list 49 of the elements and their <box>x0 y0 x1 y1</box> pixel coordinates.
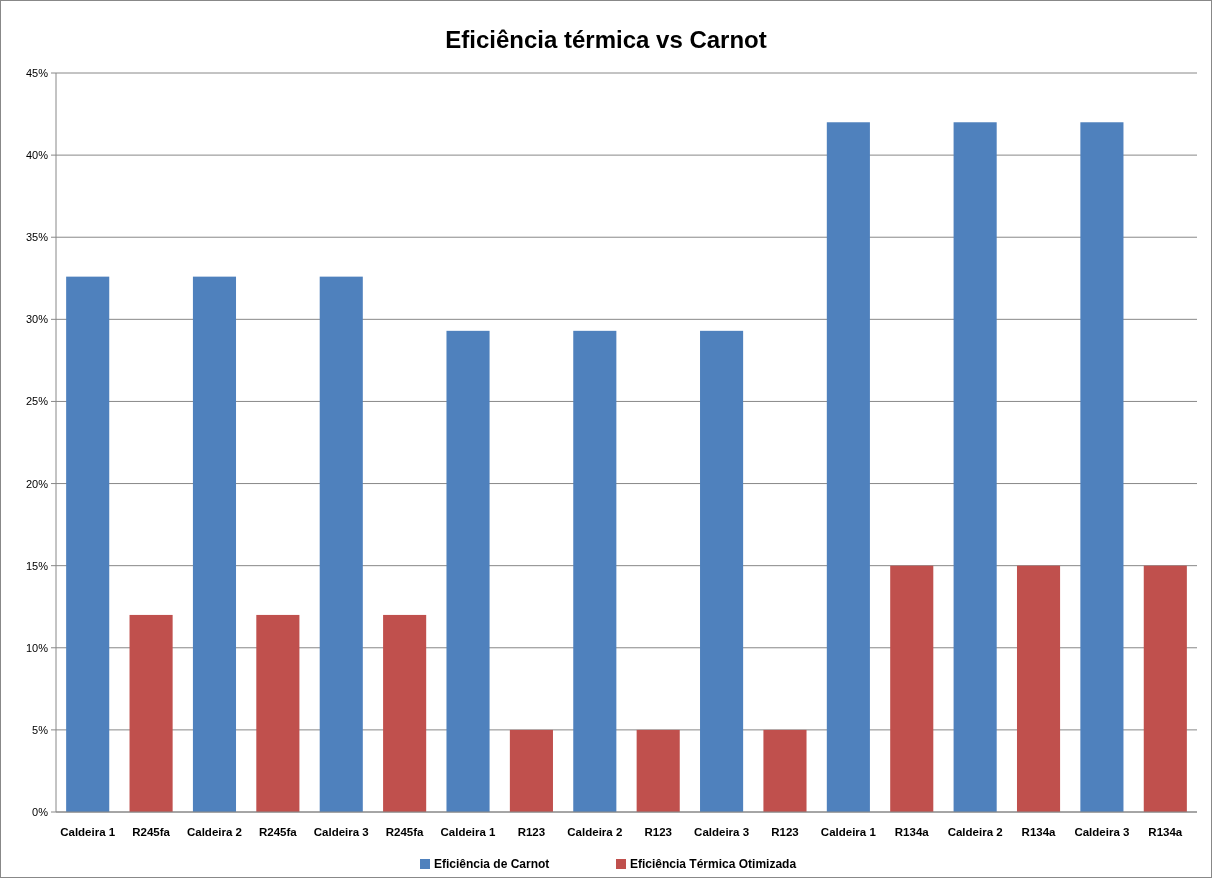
x-tick-label: Caldeira 1 <box>820 826 877 838</box>
bar <box>192 276 237 812</box>
legend-label: Eficiência de Carnot <box>434 857 550 871</box>
x-tick-label: Caldeira 1 <box>60 826 116 838</box>
bar <box>636 729 680 812</box>
bar <box>763 729 807 812</box>
y-tick-label: 5% <box>32 723 49 736</box>
chart-title: Eficiência térmica vs Carnot <box>445 26 767 53</box>
x-tick-label: Caldeira 2 <box>186 826 242 838</box>
x-tick-label: Caldeira 3 <box>313 826 369 838</box>
x-tick-label: R134a <box>894 826 930 838</box>
x-tick-label: Caldeira 2 <box>567 826 623 838</box>
x-tick-label: R245fa <box>132 826 171 838</box>
y-tick-label: 15% <box>25 559 49 572</box>
x-tick-label: R123 <box>771 826 799 838</box>
bar <box>573 330 617 812</box>
x-tick-label: Caldeira 1 <box>440 826 497 838</box>
x-tick-label: Caldeira 3 <box>1074 826 1130 838</box>
bar <box>1143 565 1187 812</box>
x-tick-label: R134a <box>1148 826 1183 838</box>
bar <box>383 614 427 812</box>
bar <box>1016 565 1061 812</box>
bar <box>890 565 934 812</box>
x-tick-label: Caldeira 3 <box>694 826 750 838</box>
bar <box>509 729 553 812</box>
y-tick-label: 35% <box>25 231 49 244</box>
bar <box>953 122 997 812</box>
bar <box>319 276 363 812</box>
x-tick-label: Caldeira 2 <box>947 826 1003 838</box>
x-tick-label: R245fa <box>385 826 425 838</box>
bar <box>826 122 870 812</box>
bar <box>129 614 173 812</box>
bar <box>256 614 300 812</box>
legend-label: Eficiência Térmica Otimizada <box>630 857 797 871</box>
y-tick-label: 40% <box>25 149 49 162</box>
x-tick-label: R123 <box>517 826 546 838</box>
bar <box>66 276 110 812</box>
bar <box>1080 122 1124 812</box>
y-tick-label: 25% <box>25 395 49 408</box>
bar <box>700 330 744 812</box>
y-tick-label: 30% <box>25 313 49 326</box>
x-tick-label: R245fa <box>259 826 298 838</box>
x-tick-label: R134a <box>1021 826 1057 838</box>
y-tick-label: 10% <box>25 641 49 654</box>
y-tick-label: 20% <box>25 477 49 490</box>
y-tick-label: 45% <box>25 67 49 79</box>
y-tick-label: 0% <box>32 806 49 818</box>
x-tick-label: R123 <box>644 826 672 838</box>
bar <box>446 330 490 812</box>
